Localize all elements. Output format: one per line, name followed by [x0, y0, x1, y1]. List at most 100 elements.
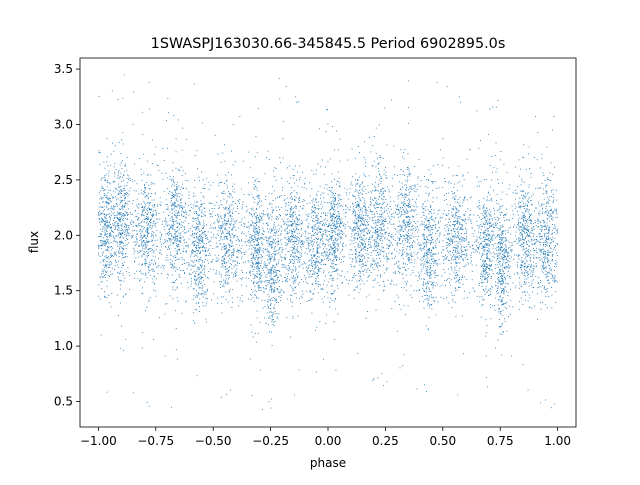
data-point: [126, 185, 128, 187]
data-point: [330, 285, 332, 287]
data-point: [312, 259, 314, 261]
data-point: [147, 231, 149, 233]
data-point: [104, 189, 106, 191]
data-point: [146, 251, 148, 253]
data-point: [450, 251, 451, 252]
data-point: [373, 246, 375, 248]
data-point: [444, 258, 446, 260]
data-point: [230, 246, 232, 247]
data-point: [291, 295, 293, 296]
data-point: [293, 262, 294, 264]
data-point: [454, 201, 456, 203]
data-point: [317, 227, 319, 229]
data-point: [376, 157, 378, 159]
data-point: [114, 191, 116, 193]
data-point: [392, 223, 394, 225]
data-point: [314, 254, 316, 256]
data-point: [291, 209, 292, 211]
data-point: [124, 214, 126, 216]
data-point: [371, 227, 373, 229]
data-point: [409, 219, 411, 221]
data-point: [259, 265, 261, 266]
data-point: [198, 248, 200, 250]
data-point: [357, 210, 359, 211]
data-point: [329, 266, 331, 267]
data-point: [319, 232, 321, 234]
data-point: [274, 310, 276, 312]
data-point: [484, 231, 486, 233]
data-point: [104, 275, 105, 277]
data-point: [287, 210, 289, 211]
data-point: [292, 262, 294, 264]
data-point: [174, 281, 176, 283]
data-point: [455, 288, 457, 289]
data-point: [105, 260, 107, 262]
data-point: [250, 253, 252, 255]
data-point: [395, 211, 397, 213]
data-point: [100, 212, 102, 214]
data-point: [146, 213, 148, 215]
data-point: [113, 240, 115, 242]
data-point: [229, 205, 231, 207]
data-point: [377, 261, 379, 263]
data-point: [146, 231, 148, 233]
data-point: [100, 241, 102, 243]
data-point: [206, 237, 208, 239]
data-point: [365, 227, 367, 229]
data-point: [298, 260, 300, 261]
data-point: [304, 200, 306, 202]
data-point: [98, 254, 99, 256]
data-point: [328, 259, 329, 261]
data-point: [150, 220, 151, 222]
data-point: [364, 239, 366, 241]
data-point: [274, 270, 276, 272]
data-point: [273, 288, 275, 290]
data-point: [395, 204, 397, 206]
data-point: [369, 209, 371, 210]
data-point: [248, 261, 250, 263]
data-point: [130, 224, 132, 226]
data-point: [258, 273, 260, 275]
data-point: [486, 267, 488, 269]
data-point: [284, 213, 286, 215]
data-point: [432, 285, 434, 287]
data-point: [183, 271, 185, 273]
data-point: [454, 231, 456, 232]
data-point: [271, 247, 273, 249]
data-point: [206, 237, 208, 239]
data-point: [375, 166, 377, 168]
data-point: [334, 217, 336, 219]
data-point: [457, 243, 459, 245]
data-point: [334, 224, 336, 226]
data-point: [147, 249, 149, 250]
data-point: [193, 83, 195, 85]
data-point: [258, 258, 259, 260]
data-point: [338, 197, 340, 199]
data-point: [424, 256, 426, 258]
data-point: [258, 233, 260, 235]
data-point: [304, 252, 306, 254]
data-point: [316, 326, 318, 328]
chart-title: 1SWASPJ163030.66-345845.5 Period 6902895…: [151, 36, 506, 52]
data-point: [432, 265, 434, 267]
data-point: [331, 279, 333, 281]
data-point: [177, 205, 179, 207]
data-point: [380, 237, 382, 239]
data-point: [200, 283, 202, 285]
data-point: [407, 153, 409, 155]
data-point: [431, 296, 432, 298]
data-point: [375, 245, 377, 247]
data-point: [384, 236, 386, 238]
data-point: [178, 203, 180, 205]
data-point: [490, 276, 492, 277]
data-point: [335, 269, 337, 271]
data-point: [362, 237, 364, 239]
data-point: [323, 192, 325, 194]
data-point: [228, 249, 230, 250]
data-point: [177, 214, 179, 216]
data-point: [367, 276, 369, 277]
data-point: [123, 249, 125, 250]
data-point: [331, 230, 333, 232]
data-point: [367, 232, 368, 234]
data-point: [356, 280, 358, 282]
